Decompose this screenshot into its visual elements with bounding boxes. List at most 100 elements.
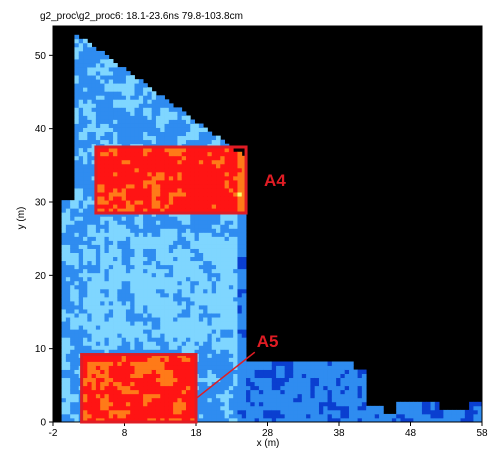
heatmap-cell — [91, 369, 97, 374]
heatmap-cell — [95, 244, 101, 249]
heatmap-cell — [160, 389, 165, 395]
heatmap-cell — [164, 313, 170, 318]
heatmap-cell — [95, 264, 101, 270]
heatmap-cell — [91, 204, 97, 209]
heatmap-cell — [336, 381, 341, 387]
heatmap-cell — [87, 63, 93, 68]
heatmap-cell — [173, 107, 178, 112]
heatmap-cell — [138, 204, 144, 209]
heatmap-cell — [87, 95, 93, 100]
heatmap-cell — [203, 127, 208, 132]
heatmap-cell — [147, 341, 153, 346]
heatmap-cell — [185, 389, 191, 395]
heatmap-cell — [83, 256, 88, 262]
heatmap-cell — [306, 405, 311, 411]
heatmap-cell — [95, 63, 101, 68]
heatmap-cell — [224, 220, 230, 225]
heatmap-cell — [160, 393, 165, 399]
heatmap-cell — [108, 171, 114, 177]
heatmap-cell — [121, 417, 127, 423]
heatmap-cell — [434, 405, 440, 411]
heatmap-cell — [151, 256, 157, 262]
heatmap-cell — [168, 313, 174, 318]
heatmap-cell — [65, 200, 71, 205]
heatmap-cell — [190, 389, 195, 395]
heatmap-cell — [190, 365, 195, 370]
heatmap-cell — [237, 184, 243, 189]
heatmap-cell — [113, 91, 118, 96]
heatmap-cell — [224, 236, 230, 241]
heatmap-cell — [113, 111, 118, 116]
heatmap-cell — [113, 180, 118, 185]
heatmap-cell — [138, 196, 144, 201]
heatmap-cell — [138, 337, 144, 342]
heatmap-cell — [237, 317, 243, 322]
heatmap-cell — [87, 159, 93, 165]
heatmap-cell — [121, 184, 127, 189]
heatmap-cell — [87, 208, 93, 213]
heatmap-cell — [194, 192, 200, 197]
heatmap-cell — [83, 204, 88, 209]
heatmap-cell — [70, 333, 75, 338]
heatmap-cell — [117, 71, 123, 76]
heatmap-cell — [87, 337, 93, 342]
heatmap-cell — [194, 345, 200, 350]
heatmap-cell — [400, 405, 406, 411]
heatmap-cell — [113, 87, 118, 92]
heatmap-cell — [83, 167, 88, 173]
heatmap-cell — [207, 280, 213, 286]
heatmap-cell — [177, 151, 183, 157]
heatmap-cell — [100, 337, 105, 342]
heatmap-cell — [349, 381, 354, 387]
heatmap-cell — [185, 260, 191, 266]
heatmap-cell — [143, 248, 148, 253]
heatmap-cell — [91, 216, 97, 221]
heatmap-cell — [151, 228, 157, 233]
heatmap-cell — [74, 212, 80, 217]
heatmap-cell — [327, 389, 333, 395]
heatmap-cell — [185, 184, 191, 189]
heatmap-cell — [263, 401, 268, 407]
heatmap-cell — [310, 389, 316, 395]
heatmap-cell — [233, 413, 238, 419]
heatmap-cell — [147, 135, 153, 141]
heatmap-cell — [147, 232, 153, 237]
heatmap-cell — [203, 385, 208, 391]
heatmap-cell — [125, 385, 131, 391]
heatmap-cell — [121, 413, 127, 419]
heatmap-cell — [228, 280, 234, 286]
heatmap-cell — [83, 111, 88, 116]
heatmap-cell — [349, 389, 354, 395]
heatmap-cell — [117, 196, 123, 201]
heatmap-cell — [216, 333, 221, 338]
heatmap-cell — [198, 204, 204, 209]
heatmap-cell — [100, 59, 105, 64]
heatmap-cell — [117, 91, 123, 96]
heatmap-cell — [185, 373, 191, 379]
heatmap-cell — [185, 188, 191, 193]
heatmap-cell — [228, 272, 234, 278]
heatmap-cell — [130, 296, 135, 302]
heatmap-cell — [241, 309, 247, 314]
heatmap-cell — [91, 296, 97, 302]
heatmap-cell — [108, 220, 114, 225]
heatmap-cell — [125, 333, 131, 338]
heatmap-cell — [108, 115, 114, 120]
heatmap-cell — [91, 180, 97, 185]
heatmap-cell — [130, 139, 135, 145]
heatmap-cell — [190, 256, 195, 262]
heatmap-cell — [224, 228, 230, 233]
heatmap-cell — [241, 256, 247, 262]
heatmap-cell — [87, 397, 93, 403]
heatmap-cell — [241, 284, 247, 290]
heatmap-cell — [147, 393, 153, 399]
heatmap-cell — [233, 180, 238, 185]
heatmap-cell — [224, 365, 230, 370]
heatmap-cell — [113, 377, 118, 383]
heatmap-cell — [87, 184, 93, 189]
heatmap-cell — [108, 397, 114, 403]
heatmap-cell — [241, 260, 247, 266]
heatmap-cell — [241, 381, 247, 387]
heatmap-cell — [164, 103, 170, 108]
heatmap-cell — [78, 87, 84, 92]
